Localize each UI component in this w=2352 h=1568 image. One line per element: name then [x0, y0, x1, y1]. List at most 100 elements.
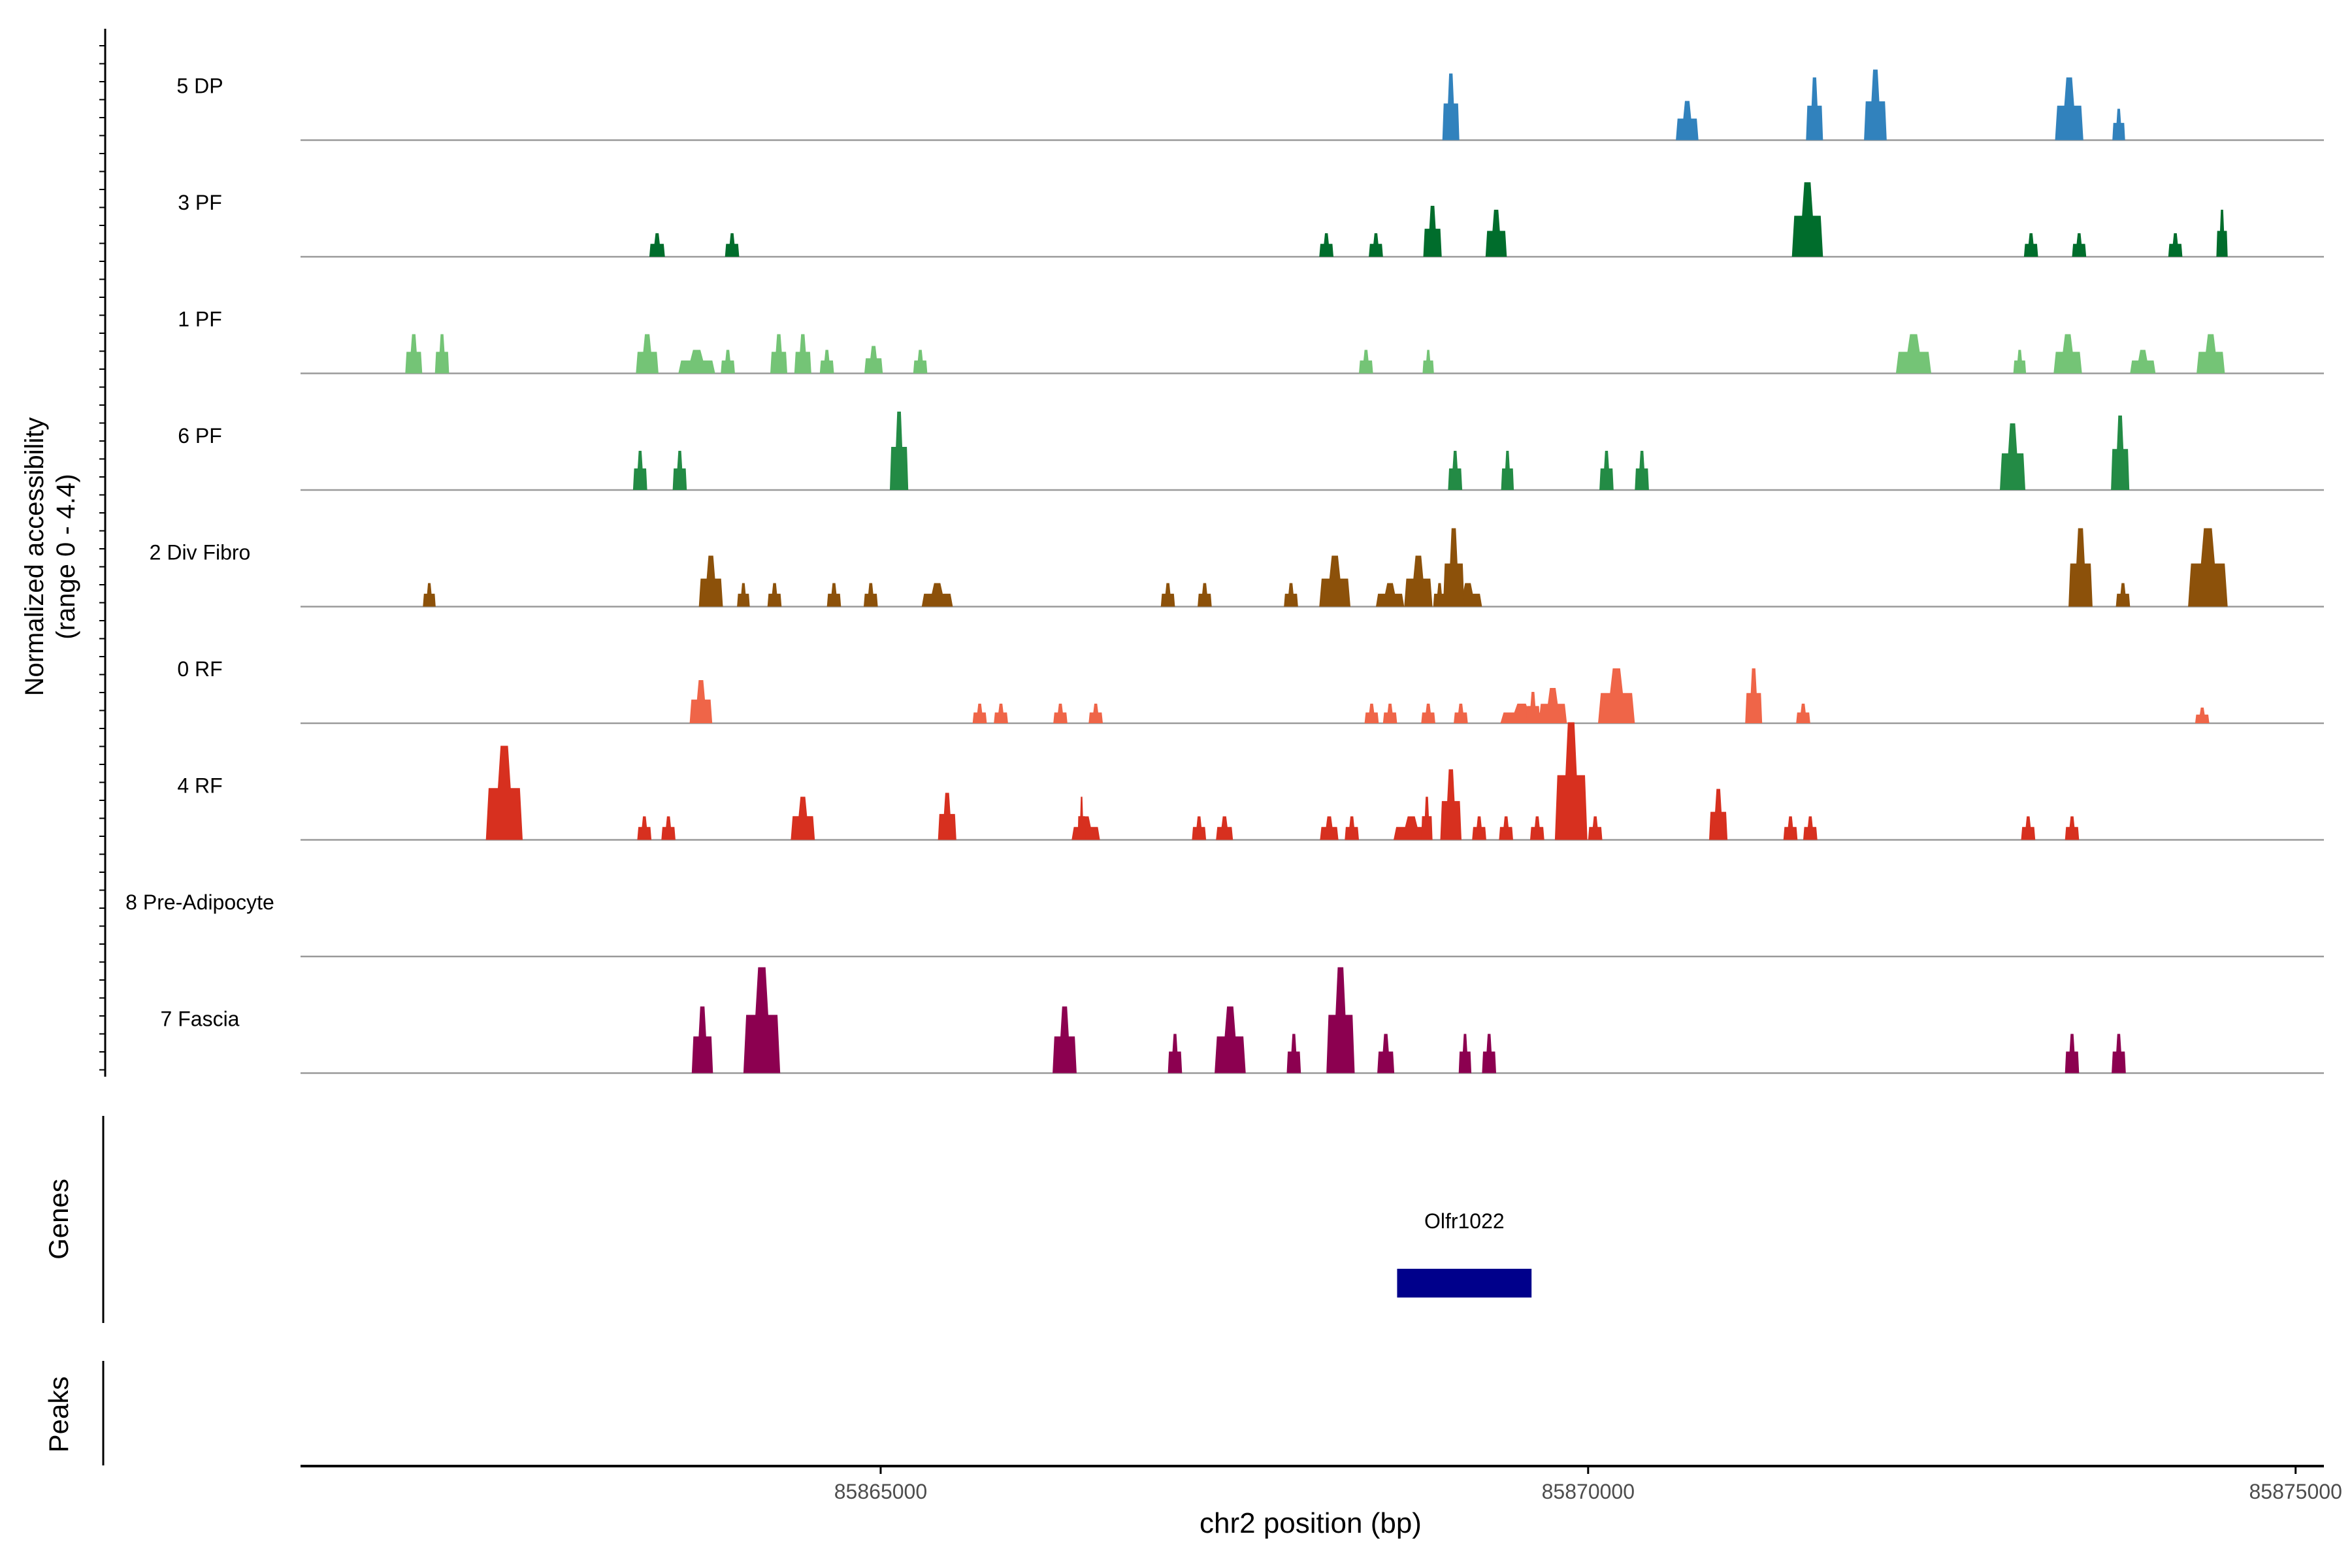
coverage-peak: [2112, 1034, 2126, 1073]
coverage-peak: [2111, 416, 2130, 490]
coverage-peak: [725, 233, 740, 257]
coverage-peak: [1215, 1006, 1246, 1073]
coverage-peak: [770, 334, 787, 374]
coverage-peak: [2130, 350, 2156, 374]
coverage-peak: [1499, 816, 1513, 840]
coverage-peak: [1376, 583, 1405, 607]
coverage-peak: [1442, 73, 1460, 140]
track-label: 0 RF: [177, 657, 222, 681]
coverage-peak: [2072, 233, 2087, 257]
coverage-peak: [2000, 423, 2025, 490]
coverage-peak: [2053, 334, 2082, 374]
coverage-peak: [1864, 69, 1887, 140]
track-6-pf: 6 PF: [178, 412, 2324, 491]
track-label: 5 DP: [176, 74, 223, 98]
coverage-peak: [1284, 583, 1298, 607]
coverage-peak: [1530, 816, 1544, 840]
coverage-peak: [791, 796, 815, 840]
coverage-peak: [1422, 350, 1434, 374]
track-label: 3 PF: [178, 191, 222, 214]
coverage-peak: [2216, 210, 2228, 257]
coverage-peak: [1501, 451, 1514, 490]
coverage-peak: [1635, 451, 1649, 490]
coverage-peak: [1319, 233, 1333, 257]
coverage-peak: [826, 583, 841, 607]
coverage-peak: [1676, 101, 1699, 140]
coverage-peak: [1526, 692, 1541, 723]
coverage-peak: [698, 555, 723, 607]
coverage-peak: [1454, 704, 1468, 723]
coverage-peak: [2065, 1034, 2080, 1073]
coverage-peak: [1382, 704, 1397, 723]
coverage-peak: [2197, 334, 2225, 374]
coverage-peak: [2068, 528, 2093, 607]
coverage-peak: [1071, 816, 1100, 840]
coverage-peak: [2112, 108, 2125, 140]
coverage-peak: [1168, 1034, 1183, 1073]
coverage-peak: [1326, 967, 1355, 1073]
x-axis-label: chr2 position (bp): [1200, 1507, 1422, 1539]
track-label: 2 Div Fibro: [150, 541, 251, 564]
y-axis-label-line2: (range 0 - 4.4): [52, 474, 80, 639]
coverage-peak: [1088, 704, 1103, 723]
coverage-peak: [1377, 1034, 1395, 1073]
coverage-peak: [1359, 350, 1373, 374]
coverage-peak: [2065, 816, 2080, 840]
coverage-peak: [1423, 206, 1442, 257]
coverage-peak: [1796, 704, 1810, 723]
track-4-rf: 4 RF: [177, 722, 2324, 841]
coverage-peak: [1160, 583, 1175, 607]
coverage-peak: [672, 451, 687, 490]
genes-track: Olfr1022: [1397, 1209, 1532, 1298]
coverage-peak: [864, 583, 878, 607]
x-axis-tick-label: 85870000: [1542, 1480, 1635, 1503]
x-axis-tick-label: 85875000: [2249, 1480, 2342, 1503]
track-5-dp: 5 DP: [176, 69, 2324, 141]
coverage-peak: [1421, 704, 1435, 723]
coverage-peak: [1369, 233, 1383, 257]
coverage-peak: [721, 350, 735, 374]
coverage-peak: [1053, 1006, 1077, 1073]
coverage-peak: [1806, 77, 1823, 140]
gene-label: Olfr1022: [1424, 1209, 1505, 1233]
coverage-peak: [689, 680, 713, 723]
coverage-peak: [434, 334, 449, 374]
coverage-peak: [2013, 350, 2027, 374]
coverage-peak: [1345, 816, 1359, 840]
coverage-peak: [636, 334, 659, 374]
coverage-peak: [994, 704, 1008, 723]
coverage-peak: [1053, 704, 1068, 723]
coverage-peak: [423, 583, 436, 607]
coverage-peak: [864, 346, 883, 374]
coverage-peak: [1482, 1034, 1496, 1073]
coverage-peak: [1192, 816, 1207, 840]
coverage-peak: [1599, 451, 1614, 490]
track-3-pf: 3 PF: [178, 182, 2324, 258]
y-axis-label-line1: Normalized accessibility: [20, 417, 49, 696]
coverage-peak: [632, 451, 647, 490]
coverage-peak: [1554, 722, 1588, 840]
coverage-peak: [1394, 816, 1429, 840]
track-label: 8 Pre-Adipocyte: [125, 890, 274, 914]
coverage-peak: [1216, 816, 1233, 840]
coverage-peak: [913, 350, 928, 374]
coverage-peak: [1286, 1034, 1301, 1073]
coverage-peak: [743, 967, 781, 1073]
coverage-peak: [819, 350, 834, 374]
coverage-peak: [1458, 1034, 1472, 1073]
coverage-peak: [2055, 77, 2083, 140]
coverage-peak: [2188, 528, 2228, 607]
track-label: 7 Fascia: [161, 1007, 240, 1031]
coverage-peak: [2195, 708, 2210, 723]
coverage-peak: [1783, 816, 1798, 840]
peaks-panel-label: Peaks: [43, 1377, 74, 1453]
track-8-pre-adipocyte: 8 Pre-Adipocyte: [125, 890, 2324, 958]
track-2-div-fibro: 2 Div Fibro: [150, 528, 2324, 608]
x-axis-tick-label: 85865000: [834, 1480, 927, 1503]
x-axis-ticks: 85865000 85870000 85875000: [834, 1466, 2342, 1503]
coverage-peak: [1539, 688, 1567, 723]
coverage-peak: [972, 704, 987, 723]
coverage-peak: [1588, 816, 1603, 840]
track-label: 1 PF: [178, 308, 222, 331]
